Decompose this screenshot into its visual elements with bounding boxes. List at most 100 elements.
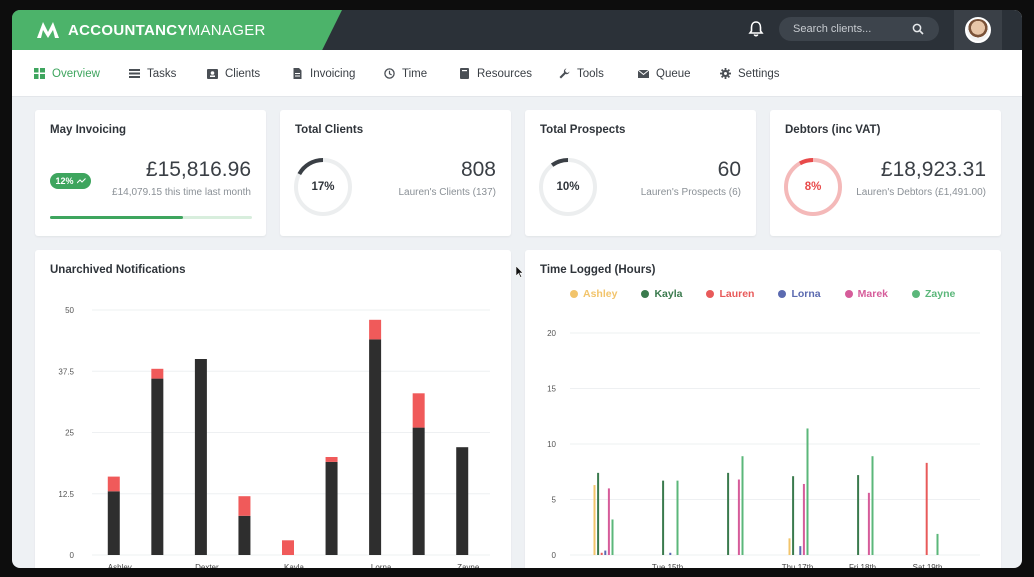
bar-dark [456, 447, 469, 555]
book-icon [460, 68, 469, 79]
nav-time[interactable]: Time [384, 50, 427, 97]
bar-red [369, 319, 382, 340]
card-total-prospects[interactable]: Total Prospects 10% 60 Lauren's Prospect… [525, 110, 756, 236]
panel-title: Time Logged (Hours) [540, 264, 656, 276]
y-tick-label: 0 [552, 551, 557, 560]
legend-label: Ashley [583, 288, 618, 300]
card-debtors[interactable]: Debtors (inc VAT) 8% £18,923.31 Lauren's… [770, 110, 1001, 236]
nav-tasks[interactable]: Tasks [129, 50, 176, 97]
card-may-invoicing[interactable]: May Invoicing 12% £15,816.96 £14,079.15 … [35, 110, 266, 236]
bar-lauren [925, 462, 928, 555]
clock-icon [384, 68, 395, 79]
bar-dark [107, 491, 120, 555]
panel-time-logged: Time Logged (Hours) Ashley Kayla Lauren Lor… [525, 250, 1001, 568]
bar-zayne [676, 480, 679, 555]
nav-label: Invoicing [310, 67, 356, 80]
bar-marek [802, 483, 805, 555]
legend-dot-icon [844, 290, 853, 298]
clients-percent: 17% [311, 181, 335, 193]
bar-zayne [806, 428, 809, 555]
bar-red [325, 457, 338, 462]
x-tick-label: Thu 17th [782, 563, 814, 568]
prospects-count: 60 [717, 158, 741, 181]
nav-label: Tasks [147, 67, 177, 80]
nav-label: Settings [738, 67, 780, 80]
nav-label: Clients [225, 67, 261, 80]
id-card-icon [207, 69, 218, 79]
bar-lauren [600, 552, 603, 555]
x-tick-label: Tue 15th [652, 563, 683, 568]
bar-red [151, 368, 164, 379]
envelope-icon [638, 69, 649, 78]
bar-lorna [799, 546, 802, 555]
prospects-donut [539, 158, 597, 216]
legend-item[interactable]: Marek [844, 288, 888, 300]
y-tick-label: 0 [70, 551, 75, 560]
bar-dark [194, 359, 207, 555]
donut-arc [294, 158, 352, 216]
bar-marek [737, 479, 740, 555]
bar-red [107, 476, 120, 492]
invoicing-progress [50, 216, 252, 219]
legend-label: Lauren [719, 288, 755, 300]
legend-item[interactable]: Kayla [641, 288, 682, 300]
nav-label: Overview [52, 67, 100, 80]
bar-kayla [597, 472, 600, 555]
top-bar: ACCOUNTANCYMANAGER [12, 10, 1022, 50]
nav-clients[interactable]: Clients [207, 50, 260, 97]
brand[interactable]: ACCOUNTANCYMANAGER [12, 10, 342, 50]
app-window: ACCOUNTANCYMANAGER Overview Tasks Client… [12, 10, 1022, 568]
card-title: May Invoicing [50, 124, 127, 136]
legend-dot-icon [706, 290, 715, 298]
debtors-amount: £18,923.31 [880, 158, 986, 181]
legend-item[interactable]: Lauren [706, 288, 754, 300]
prospects-sub: Lauren's Prospects (6) [640, 187, 741, 198]
nav-settings[interactable]: Settings [720, 50, 780, 97]
bar-kayla [857, 475, 860, 555]
nav-invoicing[interactable]: Invoicing [292, 50, 355, 97]
nav-label: Time [402, 67, 428, 80]
card-total-clients[interactable]: Total Clients 17% 808 Lauren's Clients (… [280, 110, 511, 236]
avatar[interactable] [965, 17, 991, 43]
bar-zayne [611, 519, 614, 555]
bar-dark [151, 378, 164, 555]
card-title: Debtors (inc VAT) [785, 124, 881, 136]
nav-resources[interactable]: Resources [459, 50, 532, 97]
search-input[interactable] [779, 17, 939, 41]
x-tick-label: Fri 18th [849, 563, 876, 568]
legend-item[interactable]: Lorna [778, 288, 821, 300]
time-logged-chart: 0 5 10 15 20 Tue 15th Thu 17th Fri 18th Sat 19th [547, 329, 980, 568]
x-tick-label: Kayla [284, 563, 305, 568]
y-tick-label: 12.5 [58, 490, 74, 499]
wrench-icon [559, 68, 570, 79]
debtors-sub: Lauren's Debtors (£1,491.00) [856, 187, 986, 198]
panel-unarchived-notifications: Unarchived Notifications 0 12.5 25 37.5 50 As… [35, 250, 511, 568]
bar-marek [607, 488, 610, 555]
donut-arc [539, 158, 597, 216]
trend-up-icon [76, 178, 86, 184]
y-tick-label: 10 [547, 440, 556, 449]
bar-red [412, 393, 425, 428]
list-icon [129, 69, 140, 78]
bar-red [282, 540, 294, 555]
nav-overview[interactable]: Overview [34, 50, 100, 97]
bar-lorna [669, 552, 672, 555]
nav-queue[interactable]: Queue [638, 50, 691, 97]
invoicing-progress-fill [50, 216, 184, 219]
clients-sub: Lauren's Clients (137) [398, 187, 496, 198]
main-nav: Overview Tasks Clients Invoicing Time Re… [12, 50, 1022, 97]
legend-dot-icon [912, 290, 921, 298]
legend-item[interactable]: Zayne [912, 288, 955, 300]
nav-tools[interactable]: Tools [559, 50, 604, 97]
bar-dark [238, 515, 251, 555]
legend-item[interactable]: Ashley [570, 288, 617, 300]
search-icon[interactable] [912, 23, 924, 35]
y-tick-label: 5 [552, 496, 557, 505]
gear-icon [720, 68, 731, 79]
bell-icon[interactable] [747, 20, 765, 38]
y-tick-label: 25 [65, 429, 74, 438]
bar-kayla [792, 476, 795, 555]
clients-donut [294, 158, 352, 216]
user-menu[interactable] [954, 10, 1002, 50]
growth-badge: 12% [50, 173, 91, 189]
